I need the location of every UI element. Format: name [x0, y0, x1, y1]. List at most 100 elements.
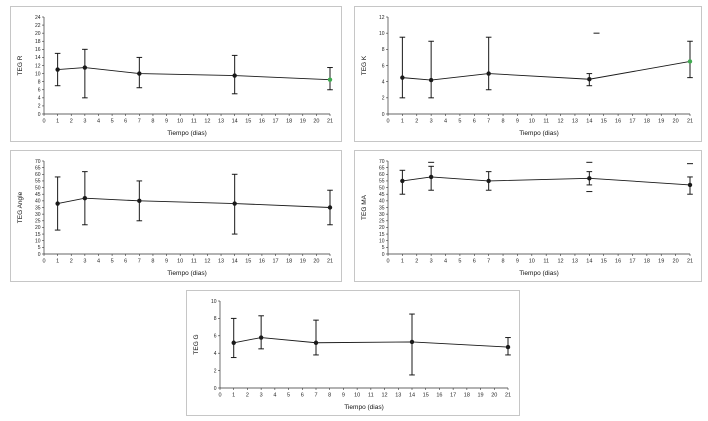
svg-text:0: 0 [42, 259, 45, 265]
svg-text:6: 6 [382, 63, 385, 69]
svg-text:18: 18 [286, 119, 292, 125]
svg-text:5: 5 [111, 259, 114, 265]
svg-text:50: 50 [379, 185, 385, 191]
svg-text:9: 9 [342, 393, 345, 399]
svg-text:7: 7 [138, 259, 141, 265]
svg-text:0: 0 [38, 252, 41, 258]
svg-text:10: 10 [177, 119, 183, 125]
svg-text:5: 5 [287, 393, 290, 399]
svg-text:20: 20 [491, 393, 497, 399]
chart-panel-teg-ma: 0 1 2 3 4 5 6 7 8 9 10 11 12 13 14 15 16 17 18 19 20 21 0 5 10 15… [354, 150, 702, 282]
svg-text:21: 21 [687, 259, 693, 265]
svg-text:10: 10 [379, 31, 385, 37]
svg-text:24: 24 [35, 15, 41, 21]
svg-text:11: 11 [368, 393, 374, 399]
chart-panel-teg-g: 0 1 2 3 4 5 6 7 8 9 10 11 12 13 14 15 16 17 18 19 20 21 0 2 4 6 8 1… [186, 290, 520, 416]
svg-text:16: 16 [259, 259, 265, 265]
svg-text:12: 12 [382, 393, 388, 399]
svg-text:13: 13 [395, 393, 401, 399]
svg-text:TEG K: TEG K [361, 55, 368, 75]
svg-text:10: 10 [529, 259, 535, 265]
svg-text:6: 6 [38, 88, 41, 94]
svg-text:1: 1 [56, 119, 59, 125]
svg-text:70: 70 [379, 159, 385, 165]
svg-text:20: 20 [313, 119, 319, 125]
svg-text:17: 17 [272, 119, 278, 125]
svg-text:2: 2 [70, 259, 73, 265]
svg-text:15: 15 [245, 259, 251, 265]
svg-text:13: 13 [218, 259, 224, 265]
svg-text:10: 10 [529, 119, 535, 125]
svg-text:3: 3 [430, 119, 433, 125]
svg-text:7: 7 [487, 119, 490, 125]
svg-text:17: 17 [629, 259, 635, 265]
svg-text:10: 10 [35, 71, 41, 77]
svg-text:2: 2 [415, 259, 418, 265]
svg-text:20: 20 [673, 119, 679, 125]
svg-text:9: 9 [516, 259, 519, 265]
svg-text:1: 1 [401, 119, 404, 125]
svg-text:15: 15 [245, 119, 251, 125]
svg-text:11: 11 [191, 119, 197, 125]
svg-text:4: 4 [273, 393, 276, 399]
chart-panel-teg-angle: 0 1 2 3 4 5 6 7 8 9 10 11 12 13 14 15 16 17 18 19 20 21 0 5 10 15… [10, 150, 342, 282]
teg-ma-chart: 0 1 2 3 4 5 6 7 8 9 10 11 12 13 14 15 16 17 18 19 20 21051015… [361, 159, 693, 277]
svg-text:5: 5 [458, 259, 461, 265]
svg-text:8: 8 [38, 79, 41, 85]
svg-text:19: 19 [300, 119, 306, 125]
svg-text:3: 3 [260, 393, 263, 399]
teg-r-chart: 0 1 2 3 4 5 6 7 8 9 10 11 12 13 14 15 16 17 18 19 20 21024681… [17, 15, 333, 137]
teg-g-chart: 0 1 2 3 4 5 6 7 8 9 10 11 12 13 14 15 16 17 18 19 20 21024681… [193, 299, 511, 411]
svg-text:18: 18 [286, 259, 292, 265]
svg-text:8: 8 [502, 259, 505, 265]
svg-text:55: 55 [379, 179, 385, 185]
svg-text:3: 3 [83, 119, 86, 125]
svg-text:21: 21 [505, 393, 511, 399]
svg-text:16: 16 [615, 259, 621, 265]
svg-text:50: 50 [35, 185, 41, 191]
svg-text:4: 4 [382, 79, 385, 85]
svg-text:0: 0 [382, 112, 385, 118]
svg-text:0: 0 [214, 386, 217, 392]
svg-text:16: 16 [35, 47, 41, 53]
svg-text:21: 21 [327, 259, 333, 265]
svg-text:8: 8 [502, 119, 505, 125]
svg-text:1: 1 [56, 259, 59, 265]
svg-text:12: 12 [204, 259, 210, 265]
svg-text:4: 4 [214, 351, 217, 357]
svg-text:5: 5 [382, 245, 385, 251]
svg-text:20: 20 [379, 225, 385, 231]
svg-text:13: 13 [572, 119, 578, 125]
svg-text:8: 8 [151, 259, 154, 265]
svg-text:65: 65 [35, 165, 41, 171]
svg-text:16: 16 [436, 393, 442, 399]
svg-text:40: 40 [379, 199, 385, 205]
svg-text:10: 10 [35, 239, 41, 245]
svg-text:TEG Angle: TEG Angle [17, 191, 24, 223]
svg-text:4: 4 [97, 119, 100, 125]
svg-text:20: 20 [35, 31, 41, 37]
svg-text:40: 40 [35, 199, 41, 205]
svg-text:7: 7 [487, 259, 490, 265]
svg-text:45: 45 [35, 192, 41, 198]
svg-text:Tiempo (dias): Tiempo (dias) [519, 130, 559, 137]
svg-text:Tiempo (dias): Tiempo (dias) [344, 404, 384, 411]
svg-text:2: 2 [382, 96, 385, 102]
svg-text:0: 0 [38, 112, 41, 118]
svg-text:19: 19 [658, 119, 664, 125]
svg-text:7: 7 [314, 393, 317, 399]
svg-text:55: 55 [35, 179, 41, 185]
teg-k-chart: 0 1 2 3 4 5 6 7 8 9 10 11 12 13 14 15 16 17 18 19 20 21024681… [361, 15, 693, 137]
svg-text:Tiempo (dias): Tiempo (dias) [519, 270, 559, 277]
svg-text:4: 4 [444, 259, 447, 265]
svg-text:12: 12 [204, 119, 210, 125]
svg-text:8: 8 [328, 393, 331, 399]
teg-angle-chart: 0 1 2 3 4 5 6 7 8 9 10 11 12 13 14 15 16 17 18 19 20 21051015… [17, 159, 333, 277]
chart-panel-teg-r: 0 1 2 3 4 5 6 7 8 9 10 11 12 13 14 15 16 17 18 19 20 21 0 2 4 6 8 1… [10, 6, 342, 142]
svg-text:25: 25 [379, 219, 385, 225]
svg-text:8: 8 [214, 316, 217, 322]
svg-text:65: 65 [379, 165, 385, 171]
svg-text:25: 25 [35, 219, 41, 225]
svg-text:2: 2 [246, 393, 249, 399]
svg-text:4: 4 [444, 119, 447, 125]
